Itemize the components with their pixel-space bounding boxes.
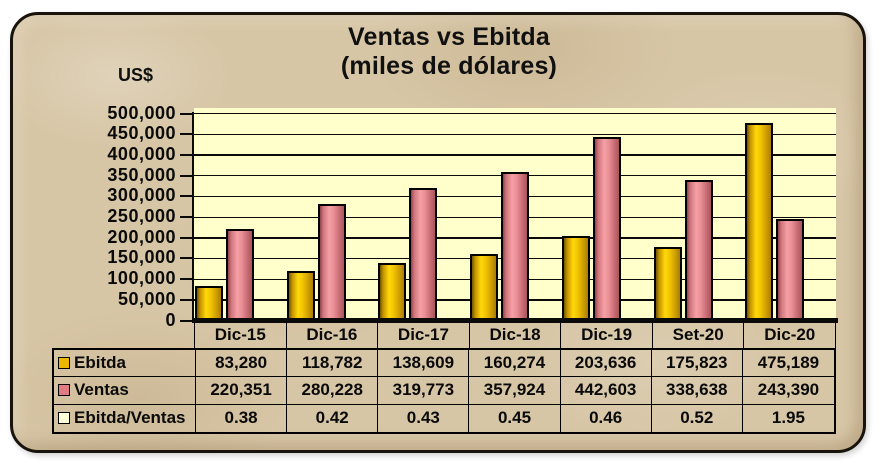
data-table: Ebitda 83,280 118,782 138,609 160,274 203,636…: [52, 348, 836, 434]
series-label-ebitda-ventas: Ebitda/Ventas: [54, 404, 196, 432]
value-cell-ventas-dic-19: 442,603: [560, 377, 652, 405]
y-tick-label: 500,000: [107, 102, 176, 123]
y-tick-label: 450,000: [107, 123, 176, 144]
y-tick-label: 250,000: [107, 206, 176, 226]
value-cell-ventas-dic-16: 280,228: [287, 377, 379, 405]
series-name: Ebitda: [74, 353, 126, 373]
bar-ebitda-dic-16: [286, 271, 315, 320]
bar-ebitda-dic-20: [745, 123, 774, 320]
y-tick-mark: [180, 236, 194, 239]
legend-marker-ventas: [58, 384, 70, 397]
y-tick-label: 50,000: [117, 288, 176, 309]
y-tick-mark: [180, 174, 194, 177]
value-cell-ebitda-ventas-set-20: 0.52: [652, 404, 743, 432]
gridline: [194, 113, 836, 115]
gridline: [194, 133, 836, 136]
value-cell-ebitda-dic-19: 203,636: [560, 350, 652, 378]
category-header-dic-16: Dic-16: [287, 322, 379, 348]
bar-ebitda-dic-17: [378, 263, 407, 320]
category-header-row: Dic-15 Dic-16 Dic-17 Dic-18 Dic-19 Set-20 Dic-…: [194, 322, 836, 349]
value-cell-ebitda-ventas-dic-18: 0.45: [469, 404, 561, 432]
y-axis-unit-label: US$: [118, 65, 154, 85]
x-axis-line: [192, 318, 838, 323]
value-cell-ebitda-ventas-dic-20: 1.95: [771, 408, 805, 428]
y-tick-mark: [180, 195, 194, 198]
y-tick-label: 400,000: [107, 143, 176, 164]
gridline: [194, 154, 836, 156]
y-tick-label: 100,000: [107, 268, 176, 289]
bar-ebitda-dic-15: [195, 286, 223, 320]
value-cell-ebitda-set-20: 175,823: [651, 350, 743, 378]
y-tick-mark: [180, 298, 194, 301]
legend-marker-ebitda: [58, 357, 70, 370]
bar-ventas-dic-17: [409, 188, 438, 320]
y-tick-mark: [180, 278, 194, 281]
chart-title-line1: Ventas vs Ebitda: [348, 23, 550, 51]
category-header-dic-20: Dic-20: [764, 325, 816, 344]
bar-ventas-dic-20: [776, 219, 805, 320]
value-cell-ventas-dic-17: 319,773: [378, 377, 470, 405]
y-tick-mark: [180, 133, 194, 136]
category-header-dic-19: Dic-19: [561, 322, 653, 348]
value-cell-ebitda-dic-18: 160,274: [469, 350, 561, 378]
bar-ebitda-dic-18: [470, 254, 499, 320]
y-tick-mark: [180, 257, 194, 260]
y-tick-label: 200,000: [107, 226, 176, 247]
chart-title: Ventas vs Ebitda (miles de dólares): [13, 23, 863, 81]
chart-title-line2: (miles de dólares): [340, 52, 558, 80]
y-tick-label: 300,000: [107, 185, 176, 206]
value-cell-ebitda-dic-20: 475,189: [742, 350, 834, 378]
y-tick-label: 150,000: [107, 247, 176, 268]
y-tick-mark: [180, 216, 194, 218]
value-cell-ebitda-ventas-dic-19: 0.46: [561, 404, 652, 432]
bar-ventas-dic-15: [226, 229, 254, 320]
value-cell-ventas-dic-15: 220,351: [196, 377, 288, 405]
series-name: Ventas: [74, 380, 129, 400]
y-tick-label: 350,000: [107, 164, 176, 185]
category-header-dic-18: Dic-18: [470, 322, 562, 348]
y-tick-mark: [180, 319, 194, 322]
bar-ventas-dic-19: [592, 137, 621, 320]
legend-marker-ebitda-ventas: [58, 412, 70, 425]
bar-ebitda-set-20: [653, 247, 682, 320]
category-header-dic-15: Dic-15: [195, 322, 287, 348]
value-cell-ebitda-ventas-dic-15: 0.38: [196, 404, 288, 432]
value-cell-ebitda-ventas-dic-17: 0.43: [378, 404, 470, 432]
series-label-ventas: Ventas: [54, 377, 196, 405]
bar-ventas-dic-18: [501, 172, 530, 320]
y-tick-mark: [180, 112, 194, 115]
value-cell-ebitda-ventas-dic-16: 0.42: [287, 404, 379, 432]
bar-ebitda-dic-19: [561, 236, 590, 320]
y-tick-mark: [180, 153, 194, 156]
value-cell-ventas-dic-18: 357,924: [469, 377, 561, 405]
category-header-set-20: Set-20: [653, 322, 745, 348]
chart-frame: Ventas vs Ebitda (miles de dólares) US$ …: [10, 12, 866, 453]
value-cell-ebitda-dic-16: 118,782: [287, 350, 379, 378]
category-header-dic-17: Dic-17: [378, 322, 470, 348]
value-cell-ventas-set-20: 338,638: [651, 377, 743, 405]
series-label-ebitda: Ebitda: [54, 350, 196, 378]
series-name: Ebitda/Ventas: [74, 408, 186, 428]
bar-ventas-dic-16: [317, 204, 346, 320]
value-cell-ebitda-dic-15: 83,280: [196, 350, 288, 378]
value-cell-ebitda-dic-17: 138,609: [378, 350, 470, 378]
plot-area: [194, 108, 836, 320]
y-tick-label: 0: [165, 309, 176, 330]
bar-ventas-set-20: [684, 180, 713, 320]
value-cell-ventas-dic-20: 243,390: [742, 377, 834, 405]
